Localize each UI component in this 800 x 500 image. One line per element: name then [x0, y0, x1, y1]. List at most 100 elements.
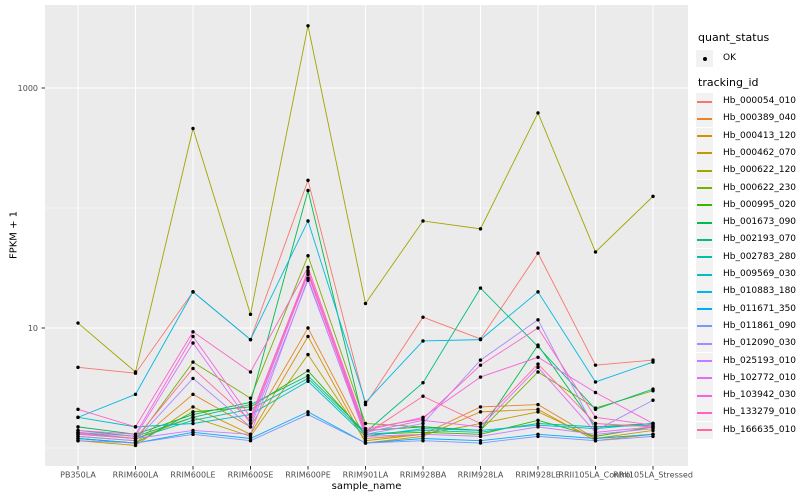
data-point [191, 366, 195, 371]
data-point [363, 426, 368, 431]
legend-key-box [696, 335, 713, 353]
x-tick-label: PB350LA [60, 471, 96, 480]
x-tick-label: RRIM928LE [515, 471, 560, 480]
data-point [536, 251, 540, 255]
x-tick-label: RRII105LA_Control [558, 471, 632, 480]
data-point [306, 352, 310, 357]
data-point [536, 410, 540, 414]
data-point [191, 392, 195, 397]
data-point [306, 276, 310, 280]
data-point [478, 425, 483, 429]
data-point [306, 254, 310, 258]
legend-item-Hb_001673_090: Hb_001673_090 [688, 214, 800, 232]
data-point [363, 421, 368, 426]
x-tick-label: RRIM600SE [228, 471, 274, 480]
legend-key-box [696, 387, 713, 405]
legend-item-label: Hb_000413_120 [723, 130, 797, 141]
legend-line-swatch [697, 169, 712, 172]
legend-item-label: Hb_011671_350 [723, 303, 797, 314]
data-point [76, 415, 80, 420]
x-tick-label: RRIM600LA [113, 471, 159, 480]
data-point [191, 432, 195, 437]
legend-item-label: Hb_000622_230 [723, 182, 797, 193]
legend-item-Hb_102772_010: Hb_102772_010 [688, 369, 800, 388]
data-point [478, 363, 483, 367]
data-point [191, 126, 195, 131]
data-point [191, 360, 195, 364]
legend-key-box [696, 231, 713, 249]
data-point [651, 360, 655, 364]
point-marker-icon [702, 56, 707, 61]
x-tick-label: RRII105LA_Stressed [613, 471, 693, 480]
x-tick-label: RRIM600PE [285, 471, 331, 480]
legend-title-tracking-id: tracking_id [698, 76, 759, 89]
data-point [478, 410, 483, 414]
legend-item-Hb_011671_350: Hb_011671_350 [688, 300, 800, 319]
legend-item-Hb_000622_120: Hb_000622_120 [688, 162, 800, 180]
data-point [363, 432, 368, 437]
data-point [306, 374, 310, 378]
legend-line-swatch [697, 152, 712, 155]
data-point [76, 407, 80, 412]
data-point [248, 425, 253, 429]
legend-key-box [696, 214, 713, 232]
data-point [478, 421, 483, 426]
legend-item-Hb_025193_010: Hb_025193_010 [688, 352, 800, 371]
data-point [191, 405, 195, 409]
data-point [191, 330, 195, 334]
data-point [651, 398, 655, 402]
data-point [363, 400, 368, 405]
x-axis-title: sample_name [331, 481, 402, 492]
data-point [593, 415, 598, 420]
data-point [651, 434, 655, 439]
data-point [133, 392, 138, 397]
legend-key-box [696, 110, 713, 128]
legend-key-box [696, 317, 713, 335]
data-point [536, 290, 540, 294]
legend-item-label: Hb_002783_280 [723, 251, 797, 262]
data-point [421, 394, 425, 398]
x-tick-label: RRIM600LE [170, 471, 215, 480]
legend-item-Hb_000054_010: Hb_000054_010 [688, 93, 800, 111]
legend-item-label: Hb_002193_070 [723, 234, 797, 245]
data-point [191, 334, 195, 339]
legend-item-Hb_012090_030: Hb_012090_030 [688, 335, 800, 353]
y-axis-title: FPKM + 1 [8, 210, 20, 260]
legend-key-box [696, 93, 713, 110]
data-point [133, 425, 138, 429]
data-point [421, 381, 425, 385]
data-point [191, 341, 195, 345]
legend-line-swatch [697, 204, 712, 207]
x-tick-label: RRIM928BA [400, 471, 447, 480]
data-point [306, 188, 310, 193]
data-point [478, 337, 483, 342]
legend-item-Hb_009569_030: Hb_009569_030 [688, 266, 800, 284]
legend-title-quant-status: quant_status [698, 31, 770, 44]
data-point [478, 286, 483, 290]
data-point [306, 334, 310, 339]
legend-line-swatch [697, 411, 712, 414]
data-point [191, 410, 195, 414]
legend-item-label: Hb_012090_030 [723, 338, 797, 349]
data-point [248, 439, 253, 443]
legend-item-label: Hb_000622_120 [723, 165, 797, 176]
legend-key-box [696, 196, 713, 214]
data-point [248, 402, 253, 407]
legend-item-label: Hb_000054_010 [723, 96, 797, 106]
data-point [593, 250, 598, 254]
legend-item-Hb_011861_090: Hb_011861_090 [688, 317, 800, 336]
legend-item-label: Hb_103942_030 [723, 390, 797, 401]
data-point [363, 301, 368, 306]
data-point [593, 430, 598, 435]
data-point [76, 431, 80, 435]
legend-line-swatch [697, 221, 712, 224]
legend-item-label: Hb_001673_090 [723, 217, 797, 228]
legend-line-swatch [697, 273, 712, 276]
legend-item-Hb_000413_120: Hb_000413_120 [688, 127, 800, 146]
data-point [306, 379, 310, 383]
data-point [536, 407, 540, 412]
data-point [133, 370, 138, 374]
legend-item-Hb_133279_010: Hb_133279_010 [688, 404, 800, 422]
